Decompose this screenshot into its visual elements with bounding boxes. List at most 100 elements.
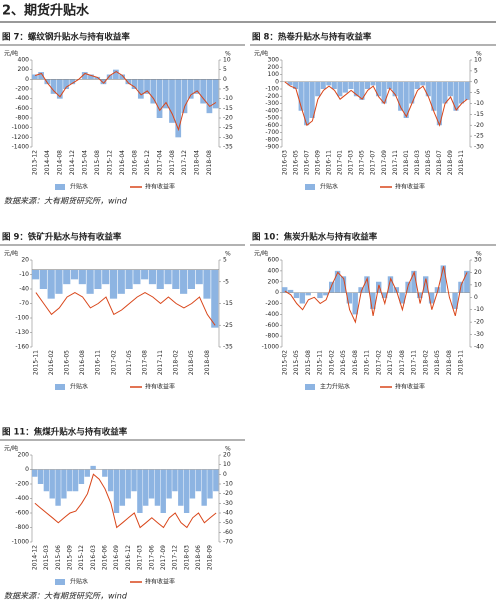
x-tick-label: 2015-09 — [66, 545, 73, 570]
y-tick-label: -800 — [15, 115, 29, 122]
y-tick-label: 400 — [268, 267, 280, 274]
bar — [331, 81, 337, 89]
y-tick-label: -10 — [19, 271, 29, 278]
x-tick-label: 2016-02 — [328, 350, 335, 375]
y-tick-label: 200 — [18, 66, 30, 73]
y-tick-label: 0 — [275, 78, 279, 85]
bar — [293, 292, 300, 299]
bar — [49, 469, 55, 499]
bar — [359, 81, 365, 100]
x-tick-label: 2015-08 — [305, 350, 312, 375]
bar — [81, 72, 88, 80]
x-tick-label: 2018-08 — [206, 150, 213, 175]
bar — [464, 270, 470, 293]
y2-tick-label: -35 — [223, 344, 233, 351]
bar — [329, 281, 335, 293]
x-tick-label: 2018-02 — [422, 350, 429, 375]
y2-tick-label: -5 — [474, 89, 480, 96]
y-tick-label: 300 — [268, 57, 280, 64]
bar — [154, 469, 161, 506]
bar — [340, 276, 347, 293]
x-tick-label: 2014-12 — [69, 150, 76, 175]
x-tick-label: 2016-06 — [102, 545, 109, 570]
x-tick-label: 2018-11 — [458, 150, 465, 175]
x-tick-label: 2017-11 — [392, 150, 399, 175]
x-tick-label: 2014-12 — [31, 545, 38, 570]
x-tick-label: 2017-02 — [375, 350, 382, 375]
x-tick-label: 2016-02 — [48, 350, 55, 375]
bar — [417, 292, 423, 299]
x-tick-label: 2014-08 — [57, 150, 64, 175]
y2-tick-label: 5 — [223, 66, 227, 73]
heading: 2、期货升贴水 — [2, 3, 90, 19]
bar — [55, 269, 63, 294]
legend-swatch — [55, 184, 65, 190]
bar — [63, 269, 71, 285]
bar — [452, 292, 458, 309]
x-tick-label: 2017-09 — [381, 150, 388, 175]
bar — [88, 74, 94, 80]
y2-axis-label: % — [225, 51, 231, 58]
bar — [201, 469, 207, 506]
y2-tick-label: -10 — [474, 306, 484, 313]
y2-tick-label: -10 — [474, 100, 484, 107]
bar — [164, 269, 172, 285]
bar — [207, 469, 213, 499]
bar — [315, 81, 321, 97]
y2-axis-label: % — [225, 446, 231, 453]
bar — [436, 81, 442, 126]
y-tick-label: -300 — [265, 100, 279, 107]
series-line — [284, 266, 468, 324]
bar — [78, 269, 86, 285]
y-tick-label: -600 — [265, 122, 279, 129]
x-tick-label: 2016-11 — [95, 350, 102, 375]
bar — [195, 269, 203, 285]
bar — [141, 269, 149, 280]
bar — [181, 79, 188, 114]
y-tick-label: -500 — [265, 115, 279, 122]
y-tick-label: 200 — [18, 452, 30, 459]
y-tick-label: -200 — [15, 86, 29, 93]
y-tick-label: -200 — [265, 300, 279, 307]
bar — [211, 269, 219, 328]
bar — [398, 81, 404, 111]
bar — [189, 469, 196, 499]
bar — [326, 81, 332, 86]
y-tick-label: -900 — [265, 144, 279, 151]
bar — [287, 289, 294, 293]
x-tick-label: 2018-11 — [458, 350, 465, 375]
x-tick-label: 2015-11 — [32, 350, 39, 375]
y-tick-label: -1000 — [12, 124, 30, 131]
x-tick-label: 2016-09 — [314, 150, 321, 175]
y-tick-label: 0 — [275, 289, 279, 296]
bar — [195, 469, 202, 492]
bar — [94, 269, 102, 289]
bar — [203, 269, 211, 299]
x-tick-label: 2015-06 — [55, 545, 62, 570]
x-tick-label: 2018-03 — [183, 545, 190, 570]
bar — [169, 79, 175, 123]
y-tick-label: -160 — [15, 344, 29, 351]
bar — [309, 81, 315, 118]
y2-axis-label: % — [476, 251, 482, 258]
bar — [148, 269, 157, 285]
x-tick-label: 2017-05 — [126, 350, 133, 375]
x-tick-label: 2015-04 — [81, 150, 88, 175]
bar — [69, 79, 76, 85]
y-tick-label: -700 — [265, 129, 279, 136]
bar — [376, 81, 382, 97]
bar — [200, 79, 207, 104]
x-tick-label: 2016-04 — [119, 150, 126, 175]
y2-tick-label: 0 — [223, 471, 227, 478]
legend-label: 持有收益率 — [395, 383, 425, 391]
y2-tick-label: 20 — [223, 452, 231, 459]
y-tick-label: 600 — [268, 257, 280, 264]
chart-title: 图 8：热卷升贴水与持有收益率 — [252, 32, 372, 43]
bar — [172, 469, 178, 492]
bar — [194, 79, 200, 94]
x-tick-label: 2016-03 — [281, 150, 288, 175]
y-tick-label: -400 — [265, 107, 279, 114]
bar — [162, 79, 169, 109]
x-tick-label: 2017-12 — [172, 545, 179, 570]
y2-tick-label: 0 — [474, 78, 478, 85]
